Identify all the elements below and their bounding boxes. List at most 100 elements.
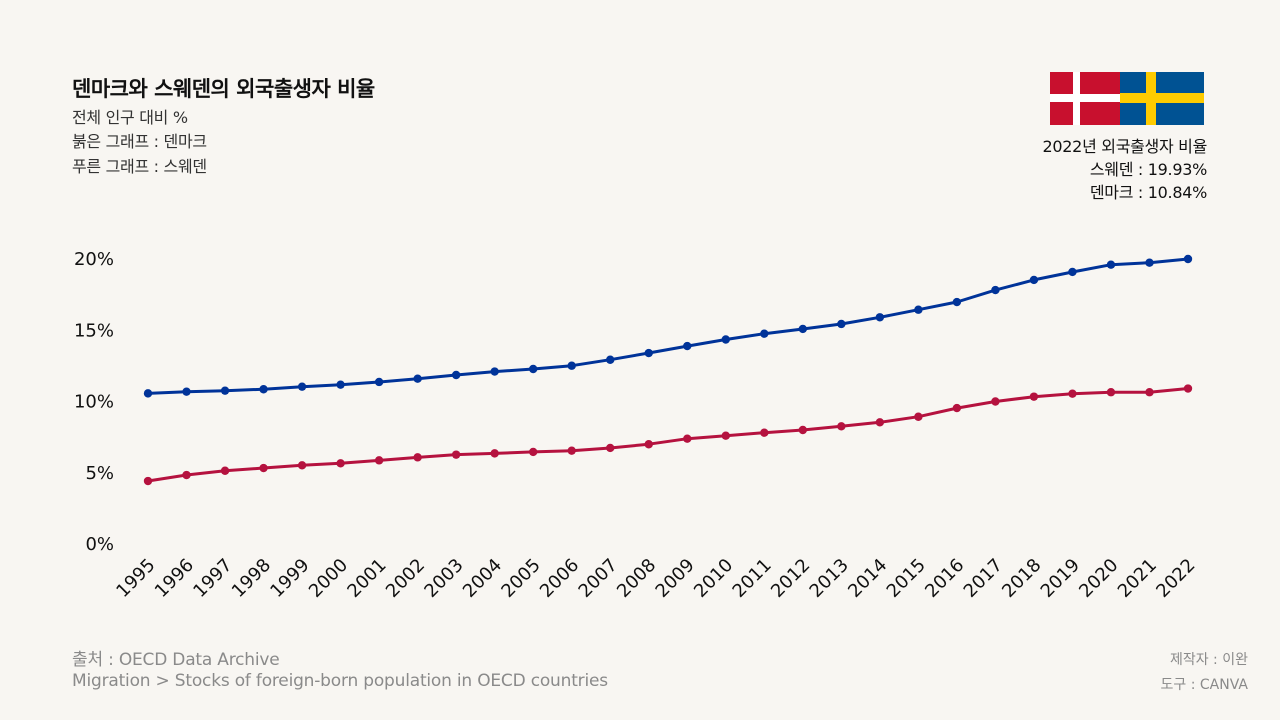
data-point (1068, 267, 1077, 277)
x-tick-label: 2004 (459, 555, 506, 602)
series-sweden (143, 254, 1193, 398)
data-point (1183, 384, 1193, 393)
series-denmark (143, 384, 1193, 486)
x-tick-label: 2014 (844, 555, 891, 602)
data-point (1183, 254, 1193, 264)
data-point (259, 385, 268, 394)
info-denmark-value: 덴마크 : 10.84% (1089, 183, 1207, 202)
data-point (528, 364, 538, 374)
data-point (1106, 388, 1116, 397)
data-point (952, 403, 962, 413)
x-tick-label: 2010 (690, 555, 737, 602)
x-tick-label: 1999 (266, 555, 313, 602)
x-tick-label: 2018 (998, 555, 1045, 602)
data-point (297, 461, 307, 470)
x-tick-label: 2009 (652, 555, 699, 602)
data-point (528, 447, 538, 457)
x-tick-label: 2007 (575, 555, 622, 602)
data-point (875, 313, 885, 322)
data-point (1029, 275, 1039, 285)
data-point (297, 382, 307, 391)
data-point (683, 434, 692, 443)
x-tick-label: 2003 (420, 555, 467, 602)
data-point (606, 355, 615, 364)
data-point (451, 450, 461, 459)
data-point (1029, 392, 1039, 401)
legend-note-sweden: 푸른 그래프 : 스웨덴 (72, 157, 207, 176)
source-note: 출처 : OECD Data Archive Migration > Stock… (72, 650, 608, 692)
x-tick-label: 2015 (883, 555, 930, 602)
data-point (259, 463, 268, 473)
info-heading: 2022년 외국출생자 비율 (1042, 137, 1208, 156)
x-tick-label: 2019 (1037, 555, 1084, 602)
data-point (760, 329, 769, 338)
data-point (991, 285, 1000, 295)
legend-note-denmark: 붉은 그래프 : 덴마크 (72, 132, 207, 151)
x-tick-label: 2021 (1114, 555, 1161, 602)
data-point (336, 380, 345, 389)
x-tick-label: 1998 (228, 555, 275, 602)
info-box: 2022년 외국출생자 비율 스웨덴 : 19.93% 덴마크 : 10.84% (1042, 135, 1208, 204)
data-point (182, 470, 191, 480)
x-tick-label: 2011 (729, 555, 776, 602)
x-tick-label: 2012 (767, 555, 814, 602)
x-tick-label: 2022 (1152, 555, 1199, 602)
data-point (413, 374, 422, 383)
source-line-2: Migration > Stocks of foreign-born popul… (72, 671, 608, 691)
data-point (721, 431, 730, 440)
data-point (567, 361, 576, 370)
data-point (1145, 388, 1154, 397)
x-tick-label: 1996 (151, 555, 198, 602)
data-point (952, 297, 962, 307)
x-tick-label: 2016 (921, 555, 968, 602)
sweden-flag-icon (1120, 72, 1204, 125)
x-tick-label: 2017 (960, 555, 1007, 602)
data-point (374, 377, 384, 387)
x-tick-label: 2008 (613, 555, 660, 602)
denmark-flag-icon (1050, 72, 1120, 125)
data-point (837, 319, 846, 329)
data-point (721, 335, 730, 344)
data-point (991, 397, 1000, 406)
x-tick-label: 2020 (1075, 555, 1122, 602)
data-point (606, 443, 615, 453)
data-point (798, 425, 808, 435)
data-point (413, 453, 422, 462)
data-point (143, 476, 153, 486)
series-line (147, 257, 1189, 395)
data-point (644, 440, 653, 449)
data-point (567, 446, 576, 455)
data-point (914, 412, 923, 421)
y-tick-label: 0% (85, 534, 114, 555)
x-tick-label: 2005 (497, 555, 544, 602)
y-axis: 0% 5% 10% 15% 20% (74, 249, 114, 555)
data-point (1145, 258, 1154, 267)
data-point (490, 367, 499, 376)
y-tick-label: 10% (74, 392, 114, 413)
data-point (143, 389, 153, 398)
data-point (451, 370, 461, 380)
x-tick-label: 2000 (305, 555, 352, 602)
data-point (683, 341, 692, 351)
chart-subtitle: 전체 인구 대비 % (72, 108, 188, 127)
series-line (147, 387, 1189, 483)
source-line-1: 출처 : OECD Data Archive (72, 650, 280, 670)
x-tick-label: 1995 (112, 555, 159, 602)
y-tick-label: 15% (74, 320, 114, 341)
data-point (760, 428, 769, 437)
credit-tool: 도구 : CANVA (1160, 677, 1248, 693)
x-tick-label: 2006 (536, 555, 583, 602)
x-tick-label: 2002 (382, 555, 429, 602)
chart-title: 덴마크와 스웨덴의 외국출생자 비율 (72, 77, 375, 101)
x-tick-label: 2013 (806, 555, 853, 602)
data-point (644, 348, 653, 358)
series-group (143, 254, 1193, 486)
data-point (374, 456, 384, 465)
y-tick-label: 5% (85, 463, 114, 484)
data-point (1106, 260, 1116, 269)
data-point (798, 324, 808, 334)
data-point (220, 386, 230, 395)
data-point (837, 422, 846, 431)
credits: 제작자 : 이완 도구 : CANVA (1161, 648, 1248, 698)
